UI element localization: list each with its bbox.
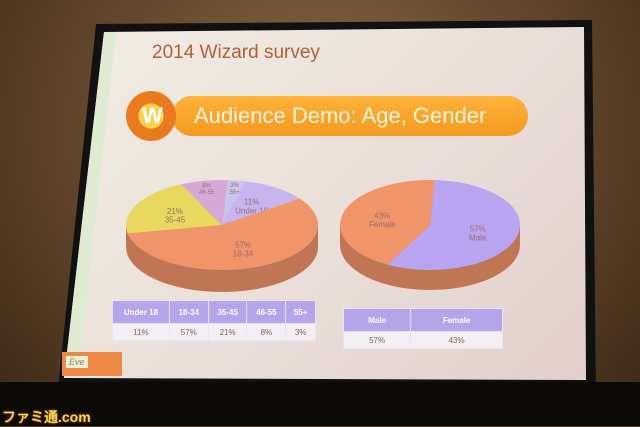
table-value-cell: 11% — [112, 323, 170, 341]
table-header-cell: Under 18 — [112, 300, 170, 324]
table-value-cell: 43% — [410, 331, 503, 349]
watermark-logo: ファミ通.com — [2, 409, 91, 425]
gender-table: Male Female 57% 43% — [342, 308, 503, 349]
slice-label: 57% 18-34 — [233, 241, 254, 259]
slice-label: 43% Female — [369, 211, 396, 229]
slide-banner: Audience Demo: Age, Gender — [172, 96, 528, 136]
pie-slice-female — [339, 180, 435, 265]
slice-label: 11% Under 18 — [235, 198, 268, 216]
table-header-cell: 18-34 — [168, 300, 209, 324]
pie-chart-0: 11% Under 18 57% 18-34 21% 35-45 8% 46-55 3% 55+ — [126, 180, 318, 292]
table-value-cell: 3% — [285, 323, 316, 341]
stage — [0, 382, 640, 426]
slide-footer: Eve — [62, 352, 122, 376]
banner-text: Audience Demo: Age, Gender — [194, 103, 487, 128]
slice-label: 8% 46-55 — [199, 183, 215, 196]
table-value-cell: 21% — [207, 323, 248, 341]
table-header-cell: 35-45 — [207, 300, 248, 324]
table-value-cell: 57% — [342, 331, 412, 349]
table-header-cell: 55+ — [285, 300, 316, 324]
pie-slice-35-45 — [126, 184, 222, 234]
slice-label: 21% 35-45 — [165, 207, 186, 225]
pie-slice-46-55 — [181, 180, 228, 225]
pie-slice-55- — [222, 180, 246, 225]
table-header-cell: Female — [410, 308, 503, 332]
slice-label: 3% 55+ — [230, 183, 241, 196]
pie-slice-male — [387, 180, 520, 270]
slice-label: 57% Male — [469, 225, 487, 243]
pie-slice-18-34 — [127, 198, 318, 270]
age-table: Under 18 18-34 35-45 46-55 55+ 11% 57% 21% 8% 3% — [112, 300, 316, 341]
logo-letter: W — [142, 103, 163, 128]
footer-text: Eve — [66, 356, 88, 368]
table-value-cell: 57% — [168, 323, 209, 341]
slide-title: 2014 Wizard survey — [152, 42, 320, 63]
table-header-cell: 46-55 — [246, 300, 287, 324]
table-value-cell: 8% — [246, 323, 287, 341]
pie-slice-under-18 — [222, 181, 300, 225]
table-header-cell: Male — [342, 308, 412, 332]
pie-chart-1: 57% Male 43% Female — [339, 180, 520, 290]
wizard-logo: W — [126, 91, 176, 141]
